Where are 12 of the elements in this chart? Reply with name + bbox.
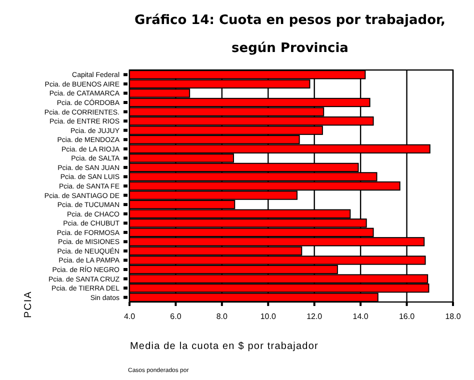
x-tick-label: 4.0 xyxy=(124,312,136,321)
chart-title: Gráfico 14: Cuota en pesos por trabajador, xyxy=(134,13,446,28)
x-tick-label: 14.0 xyxy=(352,312,369,321)
x-tick-label: 16.0 xyxy=(398,312,416,321)
x-tick-label: 10.0 xyxy=(260,312,276,321)
x-axis-title: Media de la cuota en $ por trabajador xyxy=(130,341,318,352)
x-tick-label: 18.0 xyxy=(445,312,462,321)
y-axis-title: PCIA xyxy=(23,290,34,318)
x-tick-label: 8.0 xyxy=(216,312,228,321)
x-tick-label: 12.0 xyxy=(306,312,323,321)
chart-subtitle: según Provincia xyxy=(232,41,348,56)
x-tick-label: 6.0 xyxy=(170,312,182,321)
